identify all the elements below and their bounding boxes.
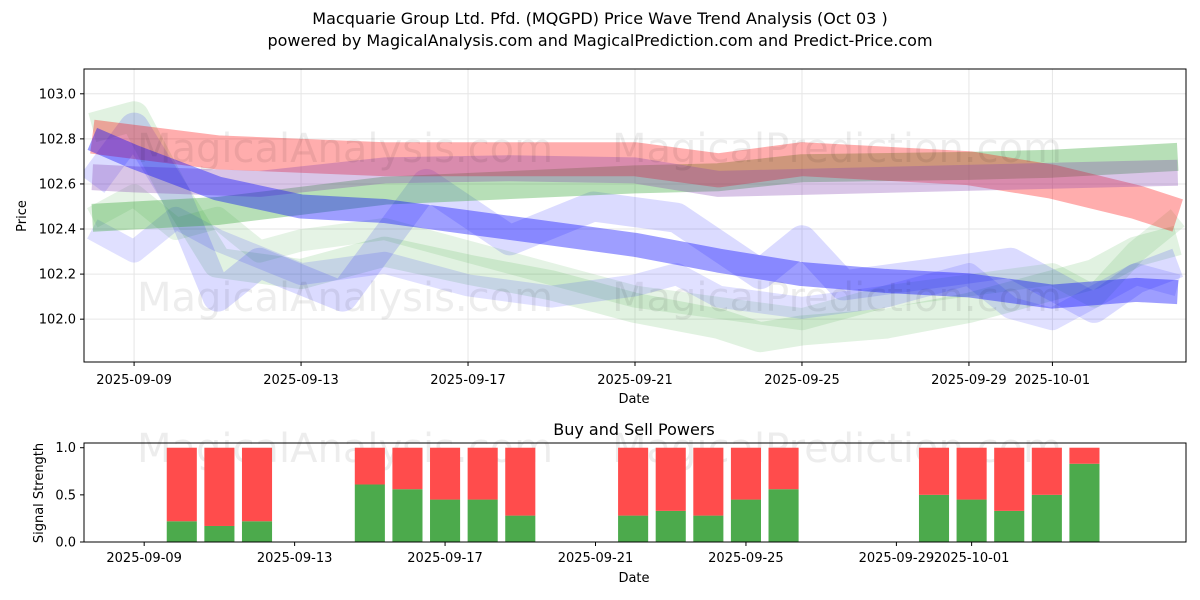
price-x-ticks: 2025-09-09 2025-09-13 2025-09-17 2025-09-21… [96, 362, 1090, 388]
sell-bar [1069, 447, 1100, 464]
power-chart: Buy and Sell Powers MagicalAnalysis.com … [32, 420, 1187, 586]
sell-bar [693, 447, 724, 516]
price-x-tick-label: 2025-09-13 [263, 373, 339, 388]
power-axes-frame [83, 442, 1187, 543]
price-y-label: Price [15, 200, 30, 232]
buy-bar [918, 494, 950, 542]
watermark-analysis-mid: MagicalAnalysis.com [137, 275, 553, 321]
sell-bar [241, 447, 273, 522]
buy-bar [730, 499, 761, 542]
buy-bar [354, 484, 385, 542]
sell-bar [618, 447, 649, 516]
price-watermarks: MagicalAnalysis.com MagicalPrediction.co… [137, 126, 1062, 321]
price-series-blue-wave-band-2 [87, 206, 1181, 331]
power-y-tick-label: 0.5 [55, 488, 76, 503]
buy-bar [430, 499, 461, 542]
buy-bar [1031, 494, 1062, 542]
price-y-tick-label: 102.4 [39, 223, 76, 238]
power-x-label: Date [618, 571, 649, 586]
buy-bar [768, 489, 799, 542]
price-series-green-wave-band-2 [87, 184, 1185, 331]
buy-bar [1069, 463, 1100, 542]
buy-bar [618, 515, 649, 542]
price-y-tick-label: 102.8 [39, 132, 76, 147]
price-y-tick-label: 102.6 [39, 177, 76, 192]
price-grid [84, 69, 1186, 362]
buy-bar [505, 515, 536, 542]
buy-bar [956, 499, 987, 542]
price-x-tick-label: 2025-09-09 [96, 373, 172, 388]
watermark-prediction-bottom: MagicalPrediction.com [612, 426, 1062, 472]
sell-bar [166, 447, 197, 522]
sell-bar [655, 447, 686, 511]
price-y-tick-label: 102.0 [39, 313, 76, 328]
price-x-tick-label: 2025-10-01 [1015, 373, 1091, 388]
buy-bar [994, 510, 1025, 542]
watermark-analysis-top: MagicalAnalysis.com [137, 126, 553, 172]
sell-bar [505, 447, 536, 516]
sell-bar [430, 447, 461, 500]
power-bars [166, 447, 1100, 542]
buy-bar [241, 521, 273, 542]
price-x-tick-label: 2025-09-29 [931, 373, 1007, 388]
buy-bar [204, 525, 235, 542]
buy-bar [693, 515, 724, 542]
price-x-tick-label: 2025-09-17 [430, 373, 506, 388]
buy-bar [166, 521, 197, 542]
power-x-tick-label: 2025-09-13 [257, 551, 333, 566]
watermark-prediction-mid: MagicalPrediction.com [612, 275, 1062, 321]
price-wave-bands [84, 101, 1185, 353]
power-x-tick-label: 2025-09-17 [407, 551, 483, 566]
power-x-tick-label: 2025-09-21 [558, 551, 634, 566]
sell-bar [467, 447, 498, 500]
power-y-ticks: 0.0 0.5 1.0 [55, 441, 84, 551]
power-x-tick-label: 2025-09-25 [708, 551, 784, 566]
price-series-green-trend-band [91, 142, 1179, 232]
power-x-tick-label: 2025-10-01 [934, 551, 1010, 566]
buy-bar [467, 499, 498, 542]
power-x-tick-label: 2025-09-29 [859, 551, 935, 566]
power-x-ticks: 2025-09-09 2025-09-13 2025-09-17 2025-09-21… [106, 542, 1009, 566]
sell-bar [354, 447, 385, 485]
price-x-tick-label: 2025-09-25 [764, 373, 840, 388]
price-series-green-wave-band [88, 101, 1182, 353]
power-y-tick-label: 1.0 [55, 441, 76, 456]
buy-bar [392, 489, 423, 542]
price-y-tick-label: 103.0 [39, 87, 76, 102]
price-x-tick-label: 2025-09-21 [597, 373, 673, 388]
sell-bar [392, 447, 423, 490]
watermark-prediction-top: MagicalPrediction.com [612, 126, 1062, 172]
power-y-tick-label: 0.0 [55, 536, 76, 551]
price-series-blue-trend-line [87, 127, 1179, 309]
price-y-ticks: 102.0 102.2 102.4 102.6 102.8 103.0 [39, 87, 84, 328]
price-y-tick-label: 102.2 [39, 268, 76, 283]
power-x-tick-label: 2025-09-09 [106, 551, 182, 566]
sell-bar [994, 447, 1025, 511]
chart-title: Macquarie Group Ltd. Pfd. (MQGPD) Price … [312, 9, 888, 28]
chart-subtitle: powered by MagicalAnalysis.com and Magic… [267, 31, 933, 50]
sell-bar [204, 447, 235, 526]
power-chart-title: Buy and Sell Powers [553, 420, 715, 439]
buy-bar [655, 510, 686, 542]
sell-bar [730, 447, 761, 500]
price-series-red-trend-band [90, 119, 1183, 232]
price-chart: MagicalAnalysis.com MagicalPrediction.co… [15, 68, 1187, 407]
sell-bar [956, 447, 987, 500]
price-x-label: Date [618, 392, 649, 407]
sell-bar [1031, 447, 1062, 495]
sell-bar [768, 447, 799, 490]
power-y-label: Signal Strength [32, 443, 47, 543]
sell-bar [918, 447, 950, 495]
price-series-blue-wave-band [84, 112, 1184, 323]
price-series-purple-trend-band [91, 155, 1179, 197]
